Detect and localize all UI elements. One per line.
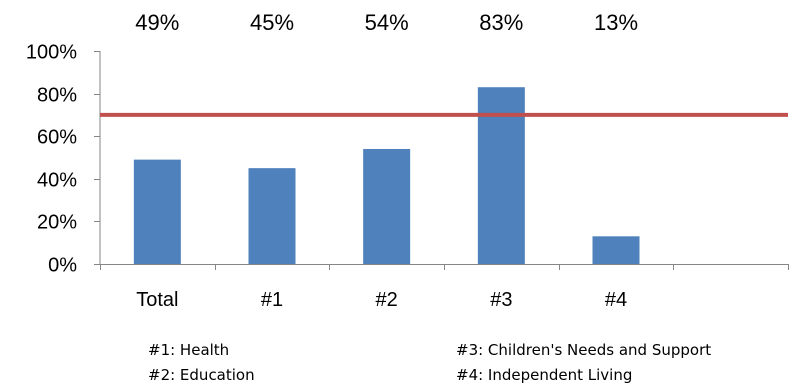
y-tick-label: 100% [26, 42, 77, 64]
y-tick-label: 60% [37, 127, 77, 149]
data-label: 54% [365, 10, 409, 35]
legend-note-2: #2: Education [148, 366, 255, 384]
y-tick-label: 80% [37, 85, 77, 107]
legend-note-4: #4: Independent Living [456, 366, 633, 384]
data-label: 49% [135, 10, 179, 35]
x-tick-label: #1 [261, 289, 283, 311]
data-label: 13% [594, 10, 638, 35]
x-axis: Total #1 #2 #3 #4 [100, 264, 789, 311]
x-tick-label: #2 [376, 289, 398, 311]
y-axis: 0% 20% 40% 60% 80% 100% [26, 42, 101, 277]
data-label: 83% [479, 10, 523, 35]
legend-note-1: #1: Health [148, 341, 230, 359]
x-tick-label: #4 [605, 289, 627, 311]
x-tick-label: #3 [490, 289, 512, 311]
legend-note-3: #3: Children's Needs and Support [456, 341, 712, 359]
bar [592, 236, 640, 264]
y-tick-label: 0% [48, 255, 77, 277]
bar [248, 168, 296, 264]
data-labels: 49% 45% 54% 83% 13% [135, 10, 638, 35]
data-label: 45% [250, 10, 294, 35]
y-tick-label: 40% [37, 170, 77, 192]
x-tick-label: Total [136, 289, 178, 311]
bar [363, 148, 411, 264]
y-tick-label: 20% [37, 212, 77, 234]
bar [133, 159, 181, 264]
